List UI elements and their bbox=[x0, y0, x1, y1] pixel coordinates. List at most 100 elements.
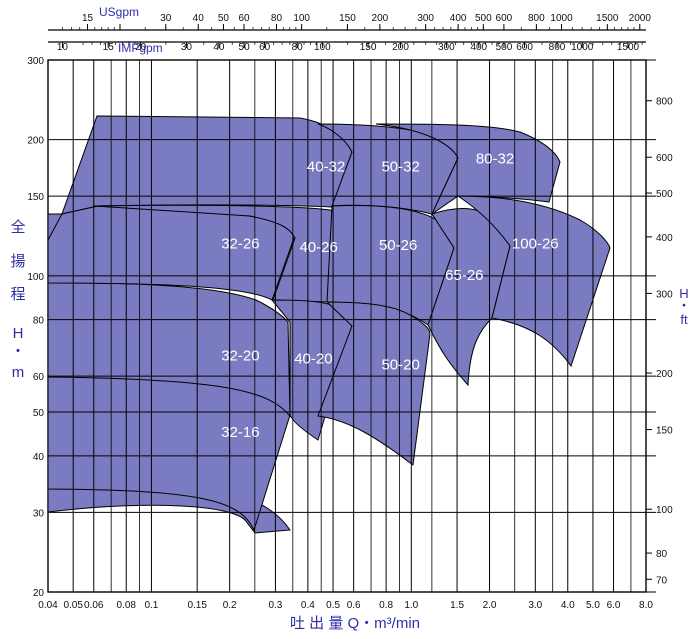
x-tick-label: 0.04 bbox=[38, 600, 58, 611]
usgpm-tick-label: 15 bbox=[82, 13, 94, 24]
y2-axis-title: H・ft bbox=[677, 286, 690, 327]
impgpm-tick-label: 20 bbox=[135, 42, 147, 53]
region-100-26 bbox=[456, 195, 611, 368]
x-tick-label: 0.8 bbox=[379, 600, 393, 611]
impgpm-tick-label: 300 bbox=[438, 42, 455, 53]
y2-tick-label: 80 bbox=[656, 549, 668, 560]
y2-axis-title-char: ft bbox=[680, 312, 688, 327]
x-tick-label: 8.0 bbox=[639, 600, 653, 611]
impgpm-tick-label: 100 bbox=[314, 42, 331, 53]
impgpm-tick-label: 50 bbox=[239, 42, 251, 53]
x-tick-label: 0.05 bbox=[63, 600, 83, 611]
impgpm-tick-label: 150 bbox=[360, 42, 377, 53]
region-50-20 bbox=[317, 301, 431, 466]
impgpm-tick-label: 30 bbox=[181, 42, 193, 53]
x-axis-title: 吐 出 量 Q・m³/min bbox=[290, 615, 420, 632]
grid-layer bbox=[47, 59, 656, 593]
x-tick-label: 0.6 bbox=[347, 600, 361, 611]
x-tick-label: 4.0 bbox=[561, 600, 575, 611]
x-tick-label: 0.15 bbox=[187, 600, 207, 611]
region-label-50-32: 50-32 bbox=[381, 159, 419, 176]
usgpm-tick-label: 50 bbox=[218, 13, 230, 24]
impgpm-tick-label: 60 bbox=[259, 42, 271, 53]
y2-tick-label: 70 bbox=[656, 575, 668, 586]
y-tick-label: 150 bbox=[27, 192, 44, 203]
usgpm-tick-label: 100 bbox=[293, 13, 310, 24]
impgpm-tick-label: 40 bbox=[213, 42, 225, 53]
x-tick-label: 0.1 bbox=[144, 600, 158, 611]
region-label-80-32: 80-32 bbox=[476, 151, 514, 168]
impgpm-label: IMPgpm bbox=[118, 41, 163, 55]
y-tick-label: 100 bbox=[27, 272, 44, 283]
region-label-32-16: 32-16 bbox=[221, 424, 259, 441]
impgpm-tick-label: 15 bbox=[103, 42, 115, 53]
y-tick-label: 30 bbox=[33, 508, 45, 519]
y-axis-title-char: 全 bbox=[10, 218, 25, 236]
x-tick-label: 0.08 bbox=[116, 600, 136, 611]
y-axis-title-char: 揚 bbox=[10, 253, 25, 270]
usgpm-tick-label: 2000 bbox=[629, 13, 652, 24]
x-tick-label: 0.2 bbox=[223, 600, 237, 611]
y-axis-title: 全揚程 H・ m bbox=[10, 218, 25, 381]
y2-tick-label: 800 bbox=[656, 97, 673, 108]
y2-tick-label: 200 bbox=[656, 369, 673, 380]
x-tick-label: 0.4 bbox=[301, 600, 315, 611]
usgpm-tick-label: 800 bbox=[528, 13, 545, 24]
usgpm-tick-label: 600 bbox=[496, 13, 513, 24]
x-tick-label: 5.0 bbox=[586, 600, 600, 611]
usgpm-tick-label: 1000 bbox=[550, 13, 573, 24]
usgpm-tick-label: 400 bbox=[450, 13, 467, 24]
y2-axis-title-char: H bbox=[679, 286, 688, 301]
usgpm-tick-label: 40 bbox=[193, 13, 205, 24]
y-tick-label: 20 bbox=[33, 588, 45, 599]
impgpm-tick-label: 1500 bbox=[617, 42, 640, 53]
x-tick-label: 1.0 bbox=[404, 600, 418, 611]
y2-tick-label: 300 bbox=[656, 289, 673, 300]
x-tick-label: 0.3 bbox=[268, 600, 282, 611]
y-tick-label: 60 bbox=[33, 372, 45, 383]
impgpm-tick-label: 1000 bbox=[571, 42, 594, 53]
usgpm-tick-label: 1500 bbox=[596, 13, 619, 24]
y2-tick-label: 600 bbox=[656, 153, 673, 164]
region-label-100-26: 100-26 bbox=[512, 235, 559, 252]
impgpm-tick-label: 200 bbox=[392, 42, 409, 53]
usgpm-tick-label: 500 bbox=[475, 13, 492, 24]
region-80-32 bbox=[375, 123, 561, 216]
y-tick-label: 300 bbox=[27, 56, 44, 67]
x-tick-label: 0.5 bbox=[326, 600, 340, 611]
y-axis-title-char: H bbox=[13, 325, 24, 342]
region-label-65-26: 65-26 bbox=[445, 267, 483, 284]
y-axis-title-char: m bbox=[12, 364, 25, 381]
x-tick-label: 1.5 bbox=[450, 600, 464, 611]
y2-axis-title-char: ・ bbox=[677, 298, 690, 313]
impgpm-tick-label: 500 bbox=[496, 42, 513, 53]
y2-tick-label: 500 bbox=[656, 189, 673, 200]
x-tick-label: 3.0 bbox=[528, 600, 542, 611]
y2-tick-label: 150 bbox=[656, 426, 673, 437]
region-label-40-20: 40-20 bbox=[294, 350, 332, 367]
impgpm-tick-label: 80 bbox=[292, 42, 304, 53]
region-label-32-20: 32-20 bbox=[221, 347, 259, 364]
region-label-50-20: 50-20 bbox=[381, 357, 419, 374]
y-axis-title-char: 程 bbox=[10, 286, 25, 303]
usgpm-label: USgpm bbox=[99, 5, 139, 19]
y-tick-label: 80 bbox=[33, 316, 45, 327]
impgpm-tick-label: 400 bbox=[470, 42, 487, 53]
y2-tick-label: 400 bbox=[656, 233, 673, 244]
region-label-40-32: 40-32 bbox=[307, 159, 345, 176]
usgpm-tick-label: 80 bbox=[271, 13, 283, 24]
usgpm-tick-label: 150 bbox=[339, 13, 356, 24]
impgpm-tick-label: 800 bbox=[549, 42, 566, 53]
y-tick-label: 200 bbox=[27, 136, 44, 147]
region-label-40-26: 40-26 bbox=[299, 239, 337, 256]
y-axis-title-char: ・ bbox=[10, 343, 25, 360]
y-tick-label: 40 bbox=[33, 452, 45, 463]
impgpm-tick-label: 10 bbox=[57, 42, 69, 53]
region-label-32-26: 32-26 bbox=[221, 235, 259, 252]
y-tick-label: 50 bbox=[33, 408, 45, 419]
axis-layer: 0.04 0.05 0.06 0.08 0.1 0.15 0.2 0.3 0.4 0.5 0.6 0.… bbox=[27, 13, 673, 611]
impgpm-tick-label: 600 bbox=[516, 42, 533, 53]
region-label-50-26: 50-26 bbox=[379, 237, 417, 254]
